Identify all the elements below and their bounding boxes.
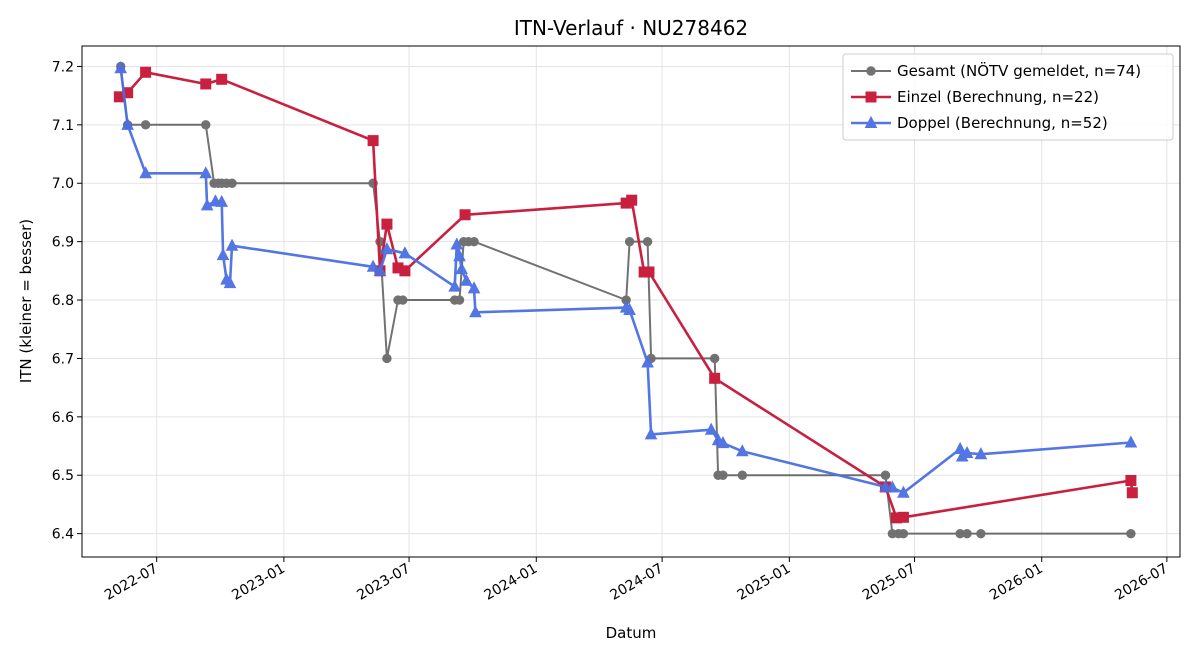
series-1-point <box>469 236 479 247</box>
series-3-point <box>216 247 230 261</box>
x-axis-title: Datum <box>606 624 657 642</box>
series-2-point <box>709 372 721 384</box>
series-3-point <box>225 238 239 251</box>
series-2-point <box>381 218 393 230</box>
series-3-point <box>897 485 910 498</box>
legend-label-3: Doppel (Berechnung, n=52) <box>897 114 1108 132</box>
series-1-point <box>201 120 211 130</box>
series-3-point <box>223 276 237 289</box>
series-3-point <box>199 166 213 179</box>
y-tick-label: 6.7 <box>52 351 74 367</box>
series-1-point <box>737 470 748 480</box>
series-1-point <box>227 178 237 188</box>
series-2-point <box>1125 474 1137 486</box>
series-3-point <box>373 263 387 276</box>
series-1-point <box>1126 528 1136 539</box>
series-3-point <box>716 436 730 449</box>
series-3-point <box>644 427 658 440</box>
series-layer <box>113 61 1138 539</box>
series-3-point <box>366 259 380 272</box>
series-3-point <box>735 444 749 457</box>
series-3-point <box>200 198 214 211</box>
series-1-point <box>709 353 720 364</box>
series-1-point <box>454 295 465 305</box>
series-1-point <box>382 353 392 364</box>
series-3-point <box>886 480 899 493</box>
series-2-point <box>216 73 228 85</box>
series-1-point <box>398 295 408 305</box>
legend-box <box>842 53 1174 141</box>
series-3-point <box>704 422 718 435</box>
legend-entry-1 <box>851 66 891 76</box>
series-3-point <box>960 445 974 459</box>
series-3-point <box>215 194 228 207</box>
legend-marker-2 <box>865 91 877 103</box>
series-1-group <box>116 61 1136 539</box>
series-2-point <box>367 135 379 147</box>
series-2-point <box>1126 487 1138 499</box>
series-1-point <box>642 236 653 247</box>
legend-entry-3 <box>851 115 891 128</box>
series-3-point <box>139 166 152 179</box>
y-tick-label: 6.5 <box>52 468 74 484</box>
legend: Gesamt (NÖTV gemeldet, n=74) Einzel (Bere… <box>842 53 1174 141</box>
y-tick-label: 6.8 <box>52 293 74 309</box>
series-1-point <box>962 528 972 539</box>
series-3-point <box>641 355 654 368</box>
y-tick-label: 6.9 <box>52 235 74 251</box>
series-2-point <box>897 511 909 523</box>
series-2-point <box>399 265 411 277</box>
legend-label-2: Einzel (Berechnung, n=22) <box>897 88 1099 106</box>
series-2-point <box>459 209 471 221</box>
series-1-point <box>624 236 635 247</box>
series-2-point <box>626 194 638 206</box>
series-3-point <box>453 249 466 262</box>
plot-frame <box>81 45 1181 558</box>
series-1-point <box>140 120 151 130</box>
series-2-point <box>643 266 655 278</box>
series-3-group <box>114 61 1138 498</box>
series-2-point <box>200 78 212 90</box>
series-1-point <box>976 528 986 539</box>
series-3-point <box>450 237 464 250</box>
series-3-point <box>974 447 988 460</box>
series-2-point <box>140 66 152 78</box>
series-1-point <box>718 470 728 480</box>
y-tick-label: 7.0 <box>52 176 74 192</box>
series-3-point <box>398 246 412 259</box>
series-3-point <box>121 117 134 130</box>
series-3-point <box>460 273 473 286</box>
series-3-point <box>467 281 481 294</box>
legend-entry-2 <box>851 91 891 103</box>
series-1-point <box>898 528 909 539</box>
y-tick-label: 6.4 <box>52 527 74 543</box>
series-3-point <box>448 279 462 292</box>
series-3-point <box>623 302 636 315</box>
series-3-point <box>1124 435 1138 448</box>
series-3-point <box>380 242 394 255</box>
y-tick-label: 6.6 <box>52 410 74 426</box>
legend-marker-3 <box>864 115 878 128</box>
series-3-point <box>455 262 468 275</box>
series-3-point <box>469 305 482 318</box>
y-axis-title: ITN (kleiner = besser) <box>17 219 35 383</box>
y-tick-label: 7.2 <box>52 59 74 75</box>
series-2-group <box>113 66 1138 524</box>
series-1-point <box>880 470 891 480</box>
y-tick-label: 7.1 <box>52 118 74 134</box>
legend-label-1: Gesamt (NÖTV gemeldet, n=74) <box>897 61 1141 80</box>
series-3-point <box>114 61 128 74</box>
legend-marker-1 <box>866 66 876 76</box>
chart-title: ITN-Verlauf · NU278462 <box>514 16 748 40</box>
